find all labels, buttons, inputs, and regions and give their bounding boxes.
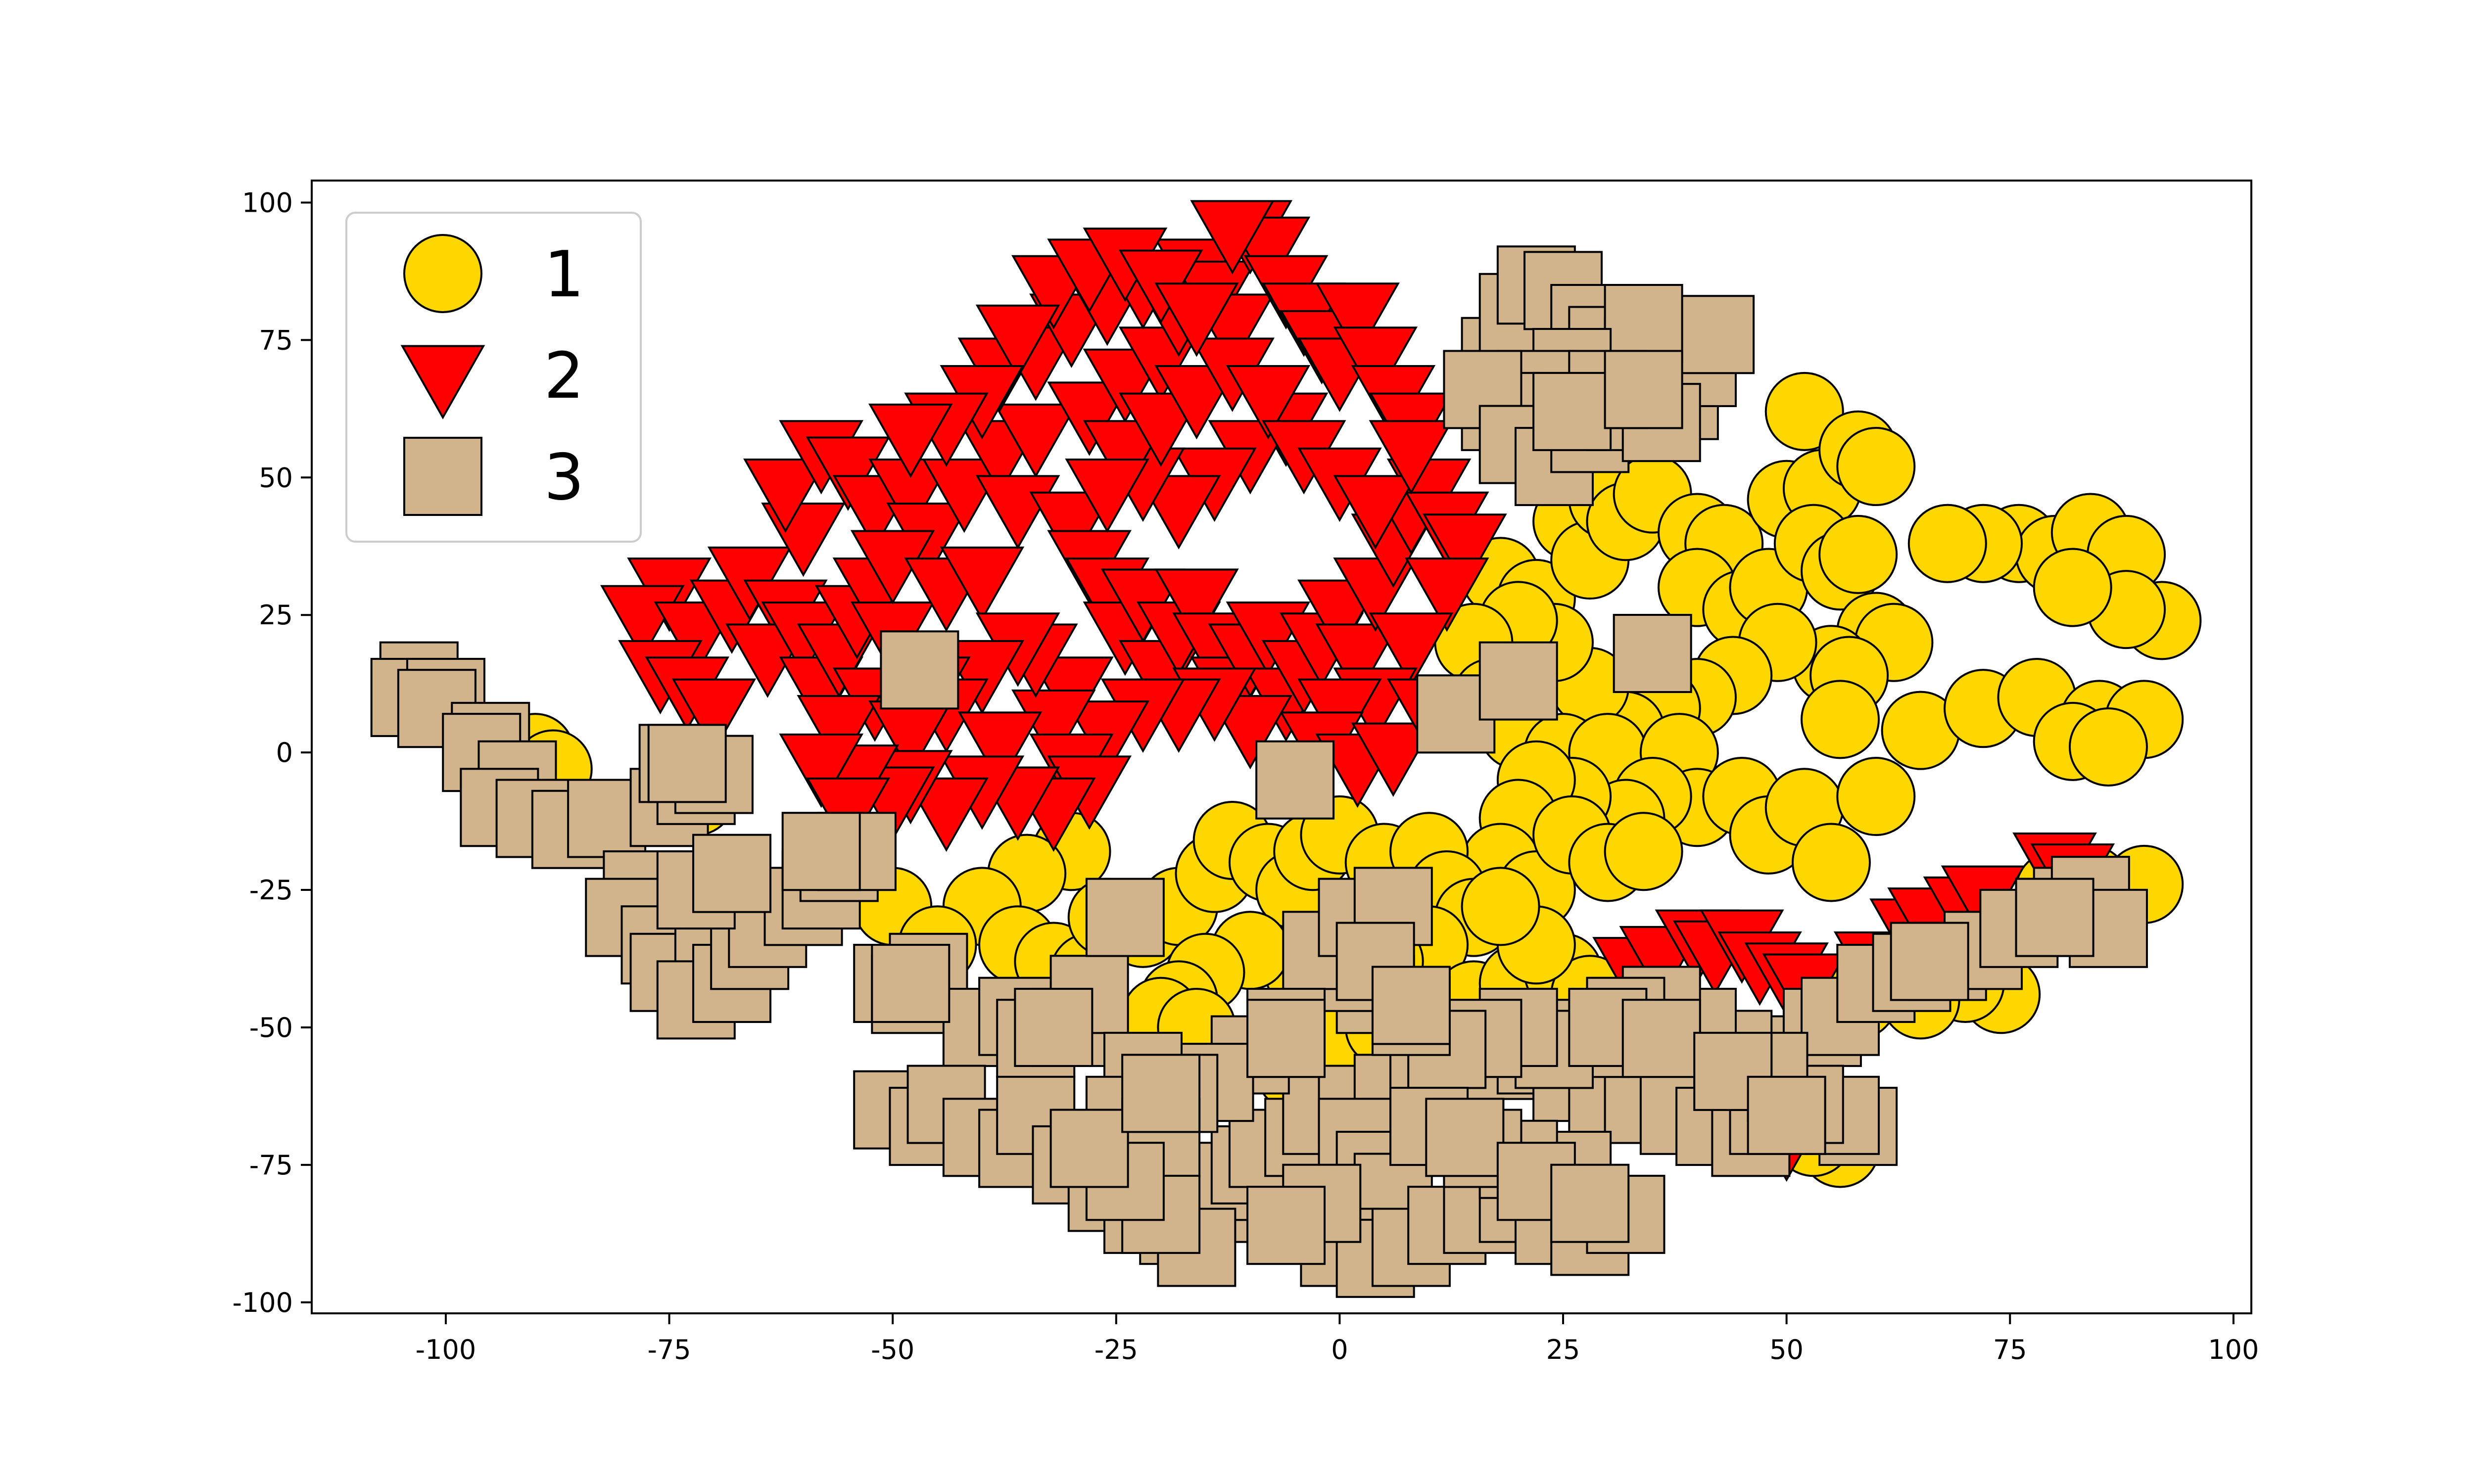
series-3-point bbox=[1613, 614, 1692, 694]
y-tick-label: -25 bbox=[249, 875, 293, 906]
y-tick-label: 50 bbox=[259, 462, 293, 493]
series-3-point bbox=[1246, 999, 1326, 1078]
plot-area-frame bbox=[311, 180, 2252, 1314]
series-1-point bbox=[1836, 757, 1916, 836]
series-3-point bbox=[1621, 999, 1701, 1078]
series-2-point bbox=[1315, 282, 1400, 357]
y-tick-label: 0 bbox=[276, 737, 293, 768]
series-3-point bbox=[1604, 350, 1683, 429]
x-tick-label: -75 bbox=[647, 1334, 691, 1365]
legend-marker-3 bbox=[403, 437, 482, 516]
x-tick-label: 0 bbox=[1331, 1334, 1348, 1365]
x-tick-label: 100 bbox=[2208, 1334, 2259, 1365]
series-2-point bbox=[1190, 200, 1275, 275]
series-3-point bbox=[1478, 641, 1558, 721]
y-axis: -100 -75 -50 -25 0 25 50 75 100 bbox=[232, 187, 312, 1318]
series-3-point bbox=[1085, 878, 1165, 957]
x-tick-label: -50 bbox=[871, 1334, 914, 1365]
series-3-point bbox=[880, 630, 959, 710]
series-2-point bbox=[1154, 282, 1239, 357]
series-2-point bbox=[993, 403, 1078, 478]
series-3-point bbox=[1532, 371, 1612, 451]
series-1-point bbox=[1801, 680, 1880, 759]
legend-marker-2 bbox=[400, 345, 485, 419]
series-2-point bbox=[1226, 365, 1311, 440]
legend: 1 2 3 bbox=[345, 212, 642, 543]
series-1-point bbox=[1818, 514, 1898, 594]
series-2-point bbox=[975, 304, 1060, 379]
series-2-point bbox=[797, 695, 882, 770]
y-tick-label: -50 bbox=[249, 1012, 293, 1043]
x-axis: -100 -75 -50 -25 0 25 50 75 100 bbox=[416, 1313, 2259, 1365]
y-tick-label: 25 bbox=[259, 600, 293, 631]
x-tick-label: 25 bbox=[1546, 1334, 1580, 1365]
series-3-point bbox=[1246, 1186, 1326, 1265]
legend-frame bbox=[345, 212, 642, 543]
series-3-point bbox=[1604, 284, 1683, 364]
legend-label: 1 bbox=[544, 238, 584, 312]
series-2-point bbox=[1154, 568, 1239, 643]
series-2-point bbox=[1422, 513, 1507, 588]
series-3-point bbox=[2015, 878, 2094, 957]
x-tick-label: 75 bbox=[1993, 1334, 2027, 1365]
series-3-point bbox=[1121, 1054, 1201, 1133]
series-2-point bbox=[940, 546, 1025, 621]
y-tick-label: -100 bbox=[232, 1287, 293, 1318]
series-2-point bbox=[957, 711, 1043, 786]
series-2-point bbox=[1047, 381, 1132, 456]
series-3-point bbox=[1675, 295, 1755, 374]
series-3-point bbox=[647, 724, 727, 803]
series-1-point bbox=[1907, 504, 1987, 583]
x-tick-label: -100 bbox=[416, 1334, 476, 1365]
legend-label: 3 bbox=[544, 441, 584, 514]
series-3-point bbox=[1550, 1163, 1630, 1243]
series-2-point bbox=[1333, 475, 1418, 550]
y-tick-label: 75 bbox=[259, 325, 293, 356]
legend-label: 2 bbox=[544, 339, 584, 413]
series-3-point bbox=[1747, 1075, 1826, 1155]
x-tick-label: 50 bbox=[1769, 1334, 1804, 1365]
series-2-point bbox=[1369, 612, 1454, 687]
series-2-point bbox=[1065, 459, 1150, 533]
series-3-point bbox=[1425, 1098, 1505, 1177]
series-2-point bbox=[779, 733, 864, 808]
series-3-point bbox=[871, 944, 951, 1023]
series-3-point bbox=[1049, 1109, 1129, 1188]
series-3-point bbox=[1255, 740, 1335, 820]
series-1-point bbox=[2033, 548, 2112, 627]
series-1-point bbox=[1791, 823, 1871, 902]
y-tick-label: 100 bbox=[242, 187, 293, 218]
series-2-point bbox=[1351, 722, 1436, 797]
series-2-point bbox=[1315, 623, 1400, 698]
series-2-point bbox=[671, 678, 757, 753]
series-1-point bbox=[1461, 867, 1540, 946]
y-tick-label: -75 bbox=[249, 1150, 293, 1181]
series-2-point bbox=[806, 436, 891, 511]
x-tick-label: -25 bbox=[1094, 1334, 1138, 1365]
series-3-point bbox=[1014, 987, 1094, 1067]
series-2-point bbox=[1333, 326, 1418, 401]
series-3-point bbox=[781, 812, 861, 891]
series-2-point bbox=[1369, 420, 1454, 495]
series-1-point bbox=[1604, 812, 1683, 891]
series-1-point bbox=[1836, 427, 1916, 507]
series-3-point bbox=[1371, 966, 1451, 1045]
series-3-point bbox=[1890, 922, 1969, 1001]
series-3-group bbox=[370, 245, 2148, 1298]
series-3-point bbox=[692, 834, 772, 913]
series-2-point bbox=[1029, 491, 1114, 566]
series-2-point bbox=[743, 459, 828, 533]
series-2-point bbox=[1404, 557, 1489, 632]
series-1-point bbox=[2068, 707, 2148, 787]
legend-marker-1 bbox=[403, 234, 482, 313]
series-2-point bbox=[868, 403, 953, 478]
